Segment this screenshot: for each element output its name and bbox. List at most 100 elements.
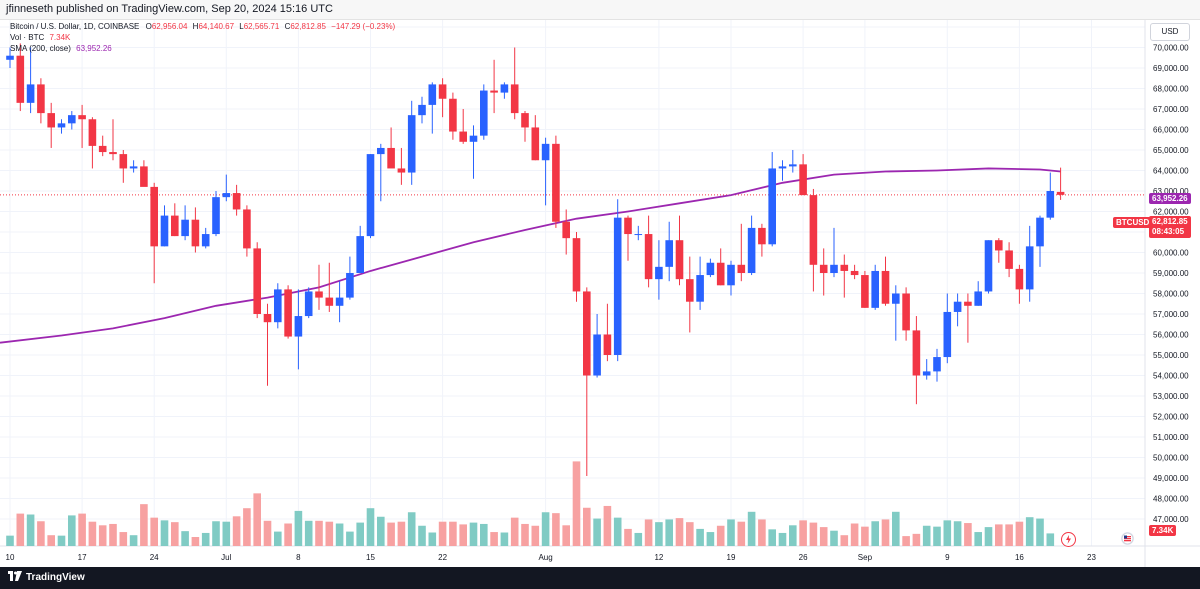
candle-body <box>768 168 776 245</box>
chart-frame[interactable]: 71,000.0070,000.0069,000.0068,000.0067,0… <box>0 20 1200 567</box>
candle-body <box>263 314 272 323</box>
legend-sma-label[interactable]: SMA (200, close) <box>10 44 71 53</box>
volume-bar <box>541 512 550 546</box>
legend-low-value: 62,565.71 <box>243 22 280 31</box>
candle-body <box>315 291 323 298</box>
volume-bar <box>902 536 910 546</box>
y-tick-label: 53,000.00 <box>1153 392 1189 401</box>
volume-bar <box>593 518 601 546</box>
last-price-value: 62,812.85 <box>1152 217 1188 226</box>
candle-body <box>191 219 200 247</box>
volume-bar <box>510 517 519 546</box>
chart-canvas[interactable]: 71,000.0070,000.0069,000.0068,000.0067,0… <box>0 20 1200 567</box>
x-tick-label: 24 <box>150 553 159 562</box>
legend-high-label: H <box>192 22 199 31</box>
volume-bar <box>47 535 55 546</box>
volume-bar <box>500 532 509 546</box>
legend-volume-label[interactable]: Vol · BTC <box>10 33 45 42</box>
candle-body <box>366 154 375 237</box>
volume-bar <box>892 511 900 546</box>
volume-bar <box>37 521 45 546</box>
volume-bar <box>150 517 158 546</box>
legend-sma-value: 63,952.26 <box>76 44 112 53</box>
candle-body <box>150 186 158 247</box>
candle-body <box>799 164 807 196</box>
x-tick-label: 12 <box>654 553 663 562</box>
candle-body <box>1036 217 1044 247</box>
symbol-tag: BTCUSD <box>1113 217 1153 228</box>
candle-body <box>552 143 560 222</box>
legend-sma-row[interactable]: SMA (200, close) 63,952.26 <box>10 44 112 54</box>
volume-bar <box>222 521 231 546</box>
legend-open-value: 62,956.04 <box>151 22 188 31</box>
flash-icon[interactable] <box>1061 532 1076 547</box>
candle-body <box>98 145 107 153</box>
candle-body <box>644 234 653 280</box>
candle-body <box>335 297 344 306</box>
volume-bar <box>1015 521 1024 546</box>
candle-body <box>593 334 601 376</box>
candle-body <box>222 193 231 198</box>
volume-bar <box>819 527 828 546</box>
candle-body <box>438 84 447 99</box>
tradingview-logo-icon <box>8 571 22 581</box>
volume-bar <box>861 526 869 546</box>
y-tick-label: 69,000.00 <box>1153 64 1189 73</box>
candle-body <box>16 55 25 103</box>
candle-body <box>727 264 735 286</box>
volume-bar <box>129 535 138 546</box>
candle-body <box>521 113 529 128</box>
x-tick-label: 19 <box>727 553 736 562</box>
volume-bar <box>747 511 756 546</box>
candle-body <box>665 240 673 267</box>
volume-bar <box>160 520 169 546</box>
candle-countdown: 08:43:05 <box>1152 227 1185 236</box>
volume-bar <box>449 521 457 546</box>
volume-bar <box>995 524 1003 546</box>
tradingview-brand[interactable]: TradingView <box>8 571 85 583</box>
sma-200-line <box>0 167 1061 344</box>
y-tick-label: 47,000.00 <box>1153 515 1189 524</box>
legend-volume-row[interactable]: Vol · BTC 7.34K <box>10 33 70 43</box>
candle-body <box>325 297 334 306</box>
candle-body <box>387 147 395 169</box>
candle-body <box>624 217 632 235</box>
volume-bar <box>88 521 97 546</box>
candle-body <box>490 90 498 93</box>
currency-button[interactable]: USD <box>1150 23 1190 41</box>
volume-bar <box>6 535 14 546</box>
candle-body <box>809 195 818 265</box>
candle-body <box>840 264 849 271</box>
volume-bar <box>57 535 66 546</box>
candle-body <box>747 227 756 273</box>
volume-bar <box>315 520 323 546</box>
volume-bar <box>407 512 416 546</box>
y-tick-label: 63,000.00 <box>1153 187 1189 196</box>
volume-bar <box>830 530 838 546</box>
legend-symbol-row[interactable]: Bitcoin / U.S. Dollar, 1D, COINBASE O62,… <box>10 22 395 32</box>
volume-bar <box>294 510 303 546</box>
x-tick-label: 23 <box>1087 553 1096 562</box>
volume-bar <box>98 525 107 546</box>
candle-body <box>1056 191 1065 195</box>
candle-body <box>933 357 941 372</box>
x-tick-label: 16 <box>1015 553 1024 562</box>
legend-symbol[interactable]: Bitcoin / U.S. Dollar, 1D, COINBASE <box>10 22 140 31</box>
candle-body <box>737 264 746 273</box>
volume-bar <box>263 520 272 546</box>
volume-bar <box>655 522 663 546</box>
y-tick-label: 67,000.00 <box>1153 105 1189 114</box>
candle-body <box>871 270 879 308</box>
volume-bar <box>686 522 694 546</box>
candle-body <box>37 84 45 114</box>
y-tick-label: 70,000.00 <box>1153 44 1189 53</box>
candle-body <box>109 152 117 155</box>
volume-bar <box>984 527 993 546</box>
candle-body <box>943 311 952 358</box>
volume-bar <box>943 520 952 546</box>
flag-icon[interactable] <box>1121 532 1134 545</box>
volume-bar <box>140 504 148 546</box>
volume-tag: 7.34K <box>1149 525 1177 536</box>
volume-bar <box>438 521 447 546</box>
volume-bar <box>727 519 735 546</box>
